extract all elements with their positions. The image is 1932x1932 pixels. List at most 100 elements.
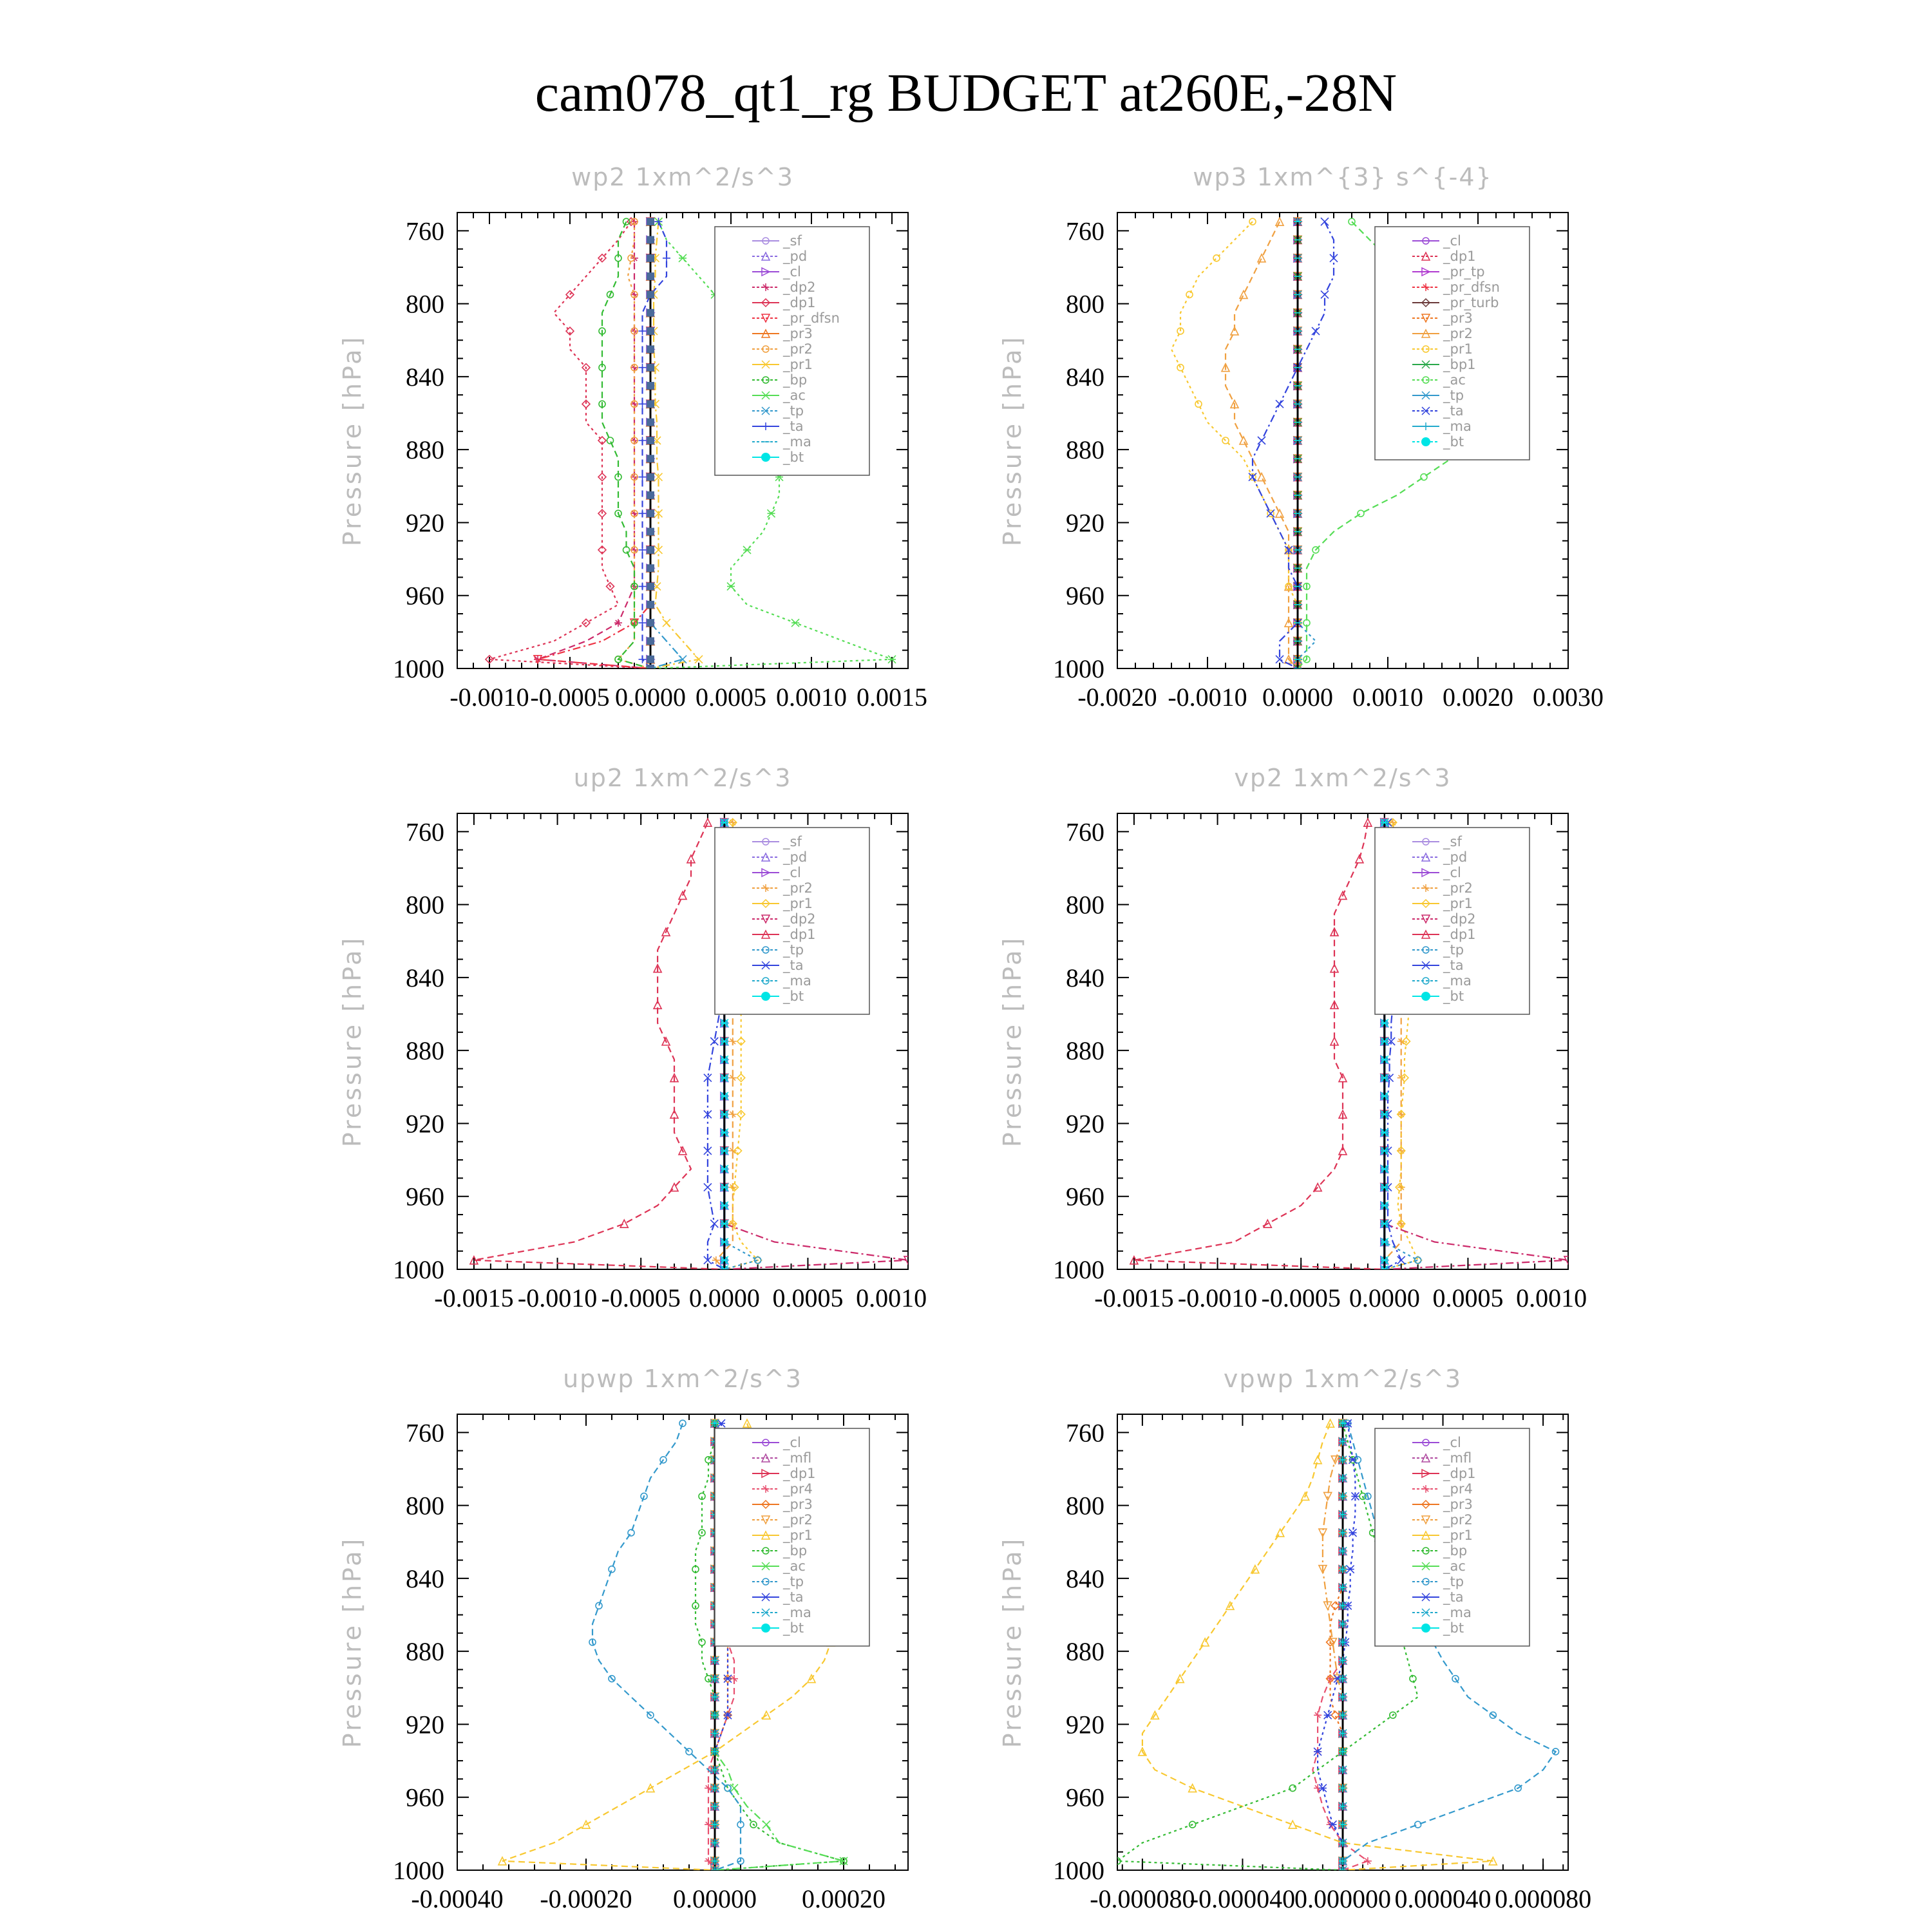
- legend-marker: [761, 992, 770, 1001]
- data-point: [1339, 1729, 1347, 1738]
- data-point: [1303, 582, 1311, 591]
- x-tick-label: 0.0005: [696, 683, 766, 712]
- data-point: [1328, 1638, 1338, 1647]
- data-point: [654, 473, 663, 482]
- legend-label: _ma: [1443, 1605, 1472, 1621]
- data-point: [736, 1110, 746, 1119]
- data-point: [484, 654, 495, 664]
- chart-panel-3: up2 1xm^2/s^3 Pressure [hPa] 760 800 840 880 9…: [338, 764, 927, 1312]
- data-point: [720, 1110, 729, 1119]
- data-point: [1177, 363, 1184, 372]
- data-point: [743, 545, 752, 554]
- data-point: [1396, 1146, 1406, 1156]
- x-tick-label: 0.0010: [856, 1283, 927, 1312]
- data-point: [647, 437, 654, 444]
- data-point: [669, 1072, 679, 1083]
- data-point: [1380, 1219, 1389, 1228]
- data-point: [720, 1146, 729, 1155]
- legend-label: _pd: [1443, 849, 1467, 866]
- y-tick-label: 920: [406, 508, 444, 537]
- legend-marker: [762, 977, 770, 985]
- data-point: [679, 1419, 687, 1427]
- legend-marker: [1421, 391, 1430, 400]
- x-tick-label: -0.000080: [1090, 1884, 1195, 1913]
- y-tick-label: 760: [1066, 817, 1104, 846]
- data-point: [647, 637, 654, 645]
- legend-marker: [761, 298, 771, 308]
- x-tick-label: -0.0010: [518, 1283, 597, 1312]
- x-tick-label: 0.000040: [1395, 1884, 1492, 1913]
- data-point: [839, 1857, 848, 1866]
- plot-area: [1170, 216, 1482, 668]
- y-tick-label: 760: [1066, 216, 1104, 245]
- data-point: [638, 545, 647, 554]
- data-point: [619, 1218, 629, 1228]
- legend-marker: [761, 1593, 770, 1602]
- data-point: [1354, 854, 1365, 864]
- data-point: [1323, 1710, 1332, 1719]
- data-point: [1284, 545, 1293, 554]
- data-point: [1388, 818, 1397, 828]
- data-point: [1348, 1455, 1358, 1464]
- data-point: [1387, 1037, 1396, 1046]
- y-tick-label: 800: [406, 891, 444, 920]
- data-point: [647, 327, 654, 336]
- legend-label: _bt: [1443, 434, 1464, 450]
- y-axis-label: Pressure [hPa]: [338, 335, 366, 547]
- legend-marker: [1421, 360, 1430, 369]
- data-point: [1339, 1857, 1347, 1865]
- data-point: [1329, 999, 1340, 1010]
- legend-label: _ta: [1443, 958, 1464, 974]
- legend-label: _ma: [782, 973, 811, 989]
- data-point: [711, 1419, 719, 1428]
- data-point: [647, 236, 654, 244]
- data-point: [703, 817, 713, 827]
- data-point: [720, 1237, 729, 1247]
- data-point: [728, 1037, 737, 1045]
- y-tick-label: 880: [406, 435, 444, 464]
- series-line-ta: [1251, 221, 1335, 668]
- data-point: [595, 1602, 603, 1610]
- data-point: [730, 1182, 739, 1192]
- data-point: [1380, 1110, 1389, 1119]
- data-point: [711, 1674, 719, 1683]
- y-tick-label: 1000: [393, 1255, 444, 1284]
- data-point: [1256, 253, 1267, 263]
- legend-marker: [1422, 946, 1430, 954]
- data-point: [1323, 1601, 1332, 1611]
- data-point: [533, 655, 543, 665]
- data-point: [720, 1092, 729, 1101]
- y-axis-label: Pressure [hPa]: [998, 936, 1027, 1148]
- plot-frame: [457, 813, 909, 1270]
- data-point: [1339, 1656, 1347, 1665]
- legend-label: _cl: [782, 1435, 801, 1451]
- legend-marker: [761, 852, 771, 862]
- legend-box: [1374, 1428, 1530, 1647]
- data-point: [1318, 1528, 1328, 1538]
- data-point: [736, 1073, 746, 1083]
- data-point: [1359, 1492, 1367, 1501]
- data-point: [1222, 437, 1229, 444]
- data-point: [720, 1256, 729, 1265]
- data-point: [1396, 1110, 1406, 1119]
- y-tick-label: 800: [1066, 290, 1104, 319]
- y-tick-label: 760: [406, 216, 444, 245]
- legend-marker: [1422, 1547, 1430, 1555]
- data-point: [1338, 890, 1348, 900]
- data-point: [629, 618, 639, 628]
- data-point: [652, 999, 663, 1010]
- data-point: [1380, 1265, 1389, 1269]
- figure-title: cam078_qt1_rg BUDGET at260E,-28N: [535, 63, 1397, 123]
- data-point: [1346, 1565, 1355, 1574]
- data-point: [654, 218, 663, 226]
- legend-marker: [761, 406, 770, 415]
- data-point: [638, 509, 647, 518]
- data-point: [1229, 399, 1240, 409]
- data-point: [1274, 216, 1285, 226]
- legend-label: _bt: [782, 989, 804, 1005]
- data-point: [630, 218, 638, 225]
- data-point: [1339, 1766, 1347, 1774]
- legend-label: _tp: [782, 403, 804, 419]
- data-point: [1250, 1564, 1260, 1574]
- data-point: [598, 363, 606, 372]
